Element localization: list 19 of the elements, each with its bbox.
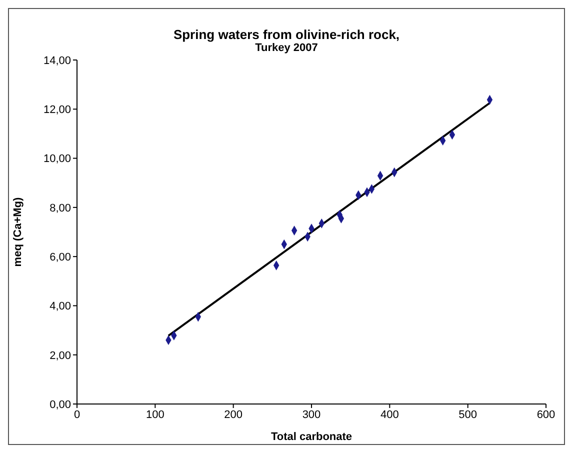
y-tick-label: 12,00 <box>43 104 71 116</box>
y-tick-label: 14,00 <box>43 54 71 67</box>
x-tick-label: 200 <box>224 408 243 421</box>
x-tick-label: 100 <box>146 408 164 421</box>
x-tick-label: 0 <box>74 408 80 421</box>
y-tick-label: 8,00 <box>50 202 71 214</box>
chart-title: Spring waters from olivine-rich rock, <box>172 27 401 42</box>
y-tick-label: 4,00 <box>50 300 71 313</box>
x-tick-label: 500 <box>458 408 478 421</box>
chart-subtitle: Turkey 2007 <box>254 42 319 54</box>
y-axis-title: meq (Ca+Mg) <box>12 196 24 267</box>
y-tick-label: 10,00 <box>43 153 71 166</box>
x-tick-label: 600 <box>536 408 556 421</box>
x-tick-label: 400 <box>380 408 399 421</box>
x-tick-label: 300 <box>302 408 321 421</box>
y-tick-label: 0,00 <box>50 398 71 411</box>
y-tick-label: 6,00 <box>50 251 71 264</box>
y-tick-label: 2,00 <box>50 350 71 362</box>
x-axis-title: Total carbonate <box>270 431 352 443</box>
